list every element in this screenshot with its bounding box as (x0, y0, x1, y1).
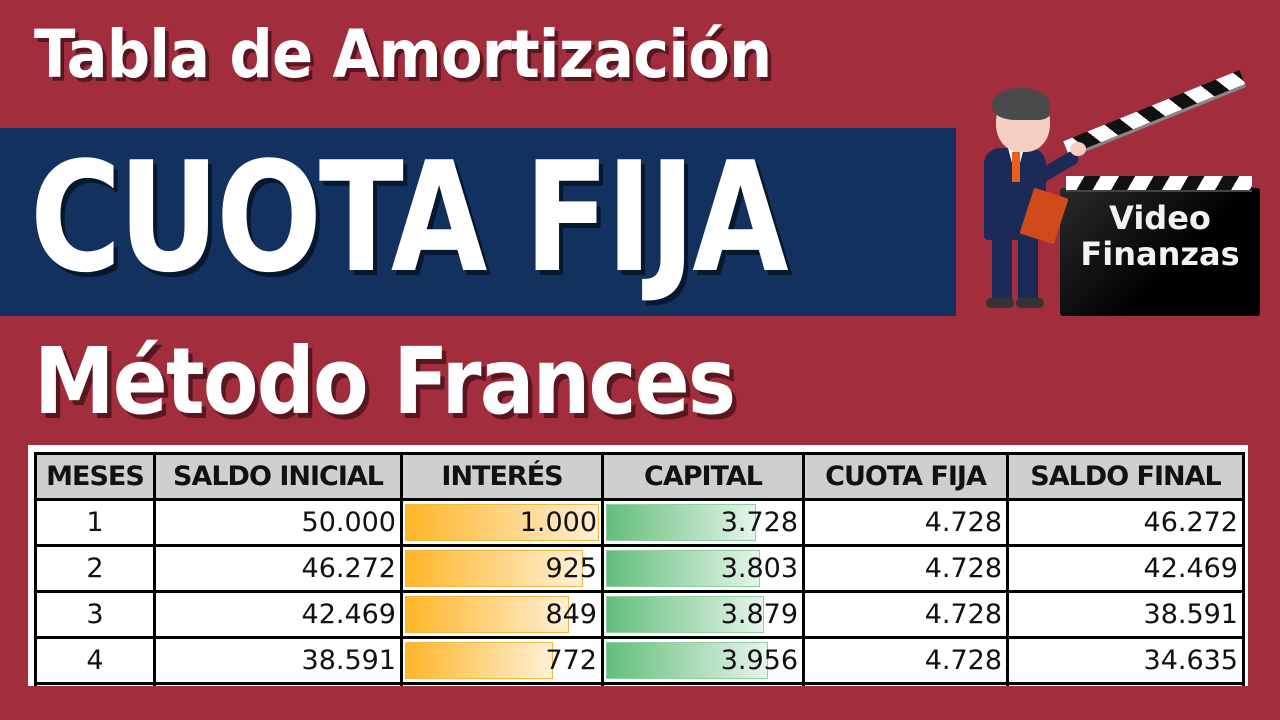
cell-capital: 3.879 (601, 590, 805, 639)
cell-capital: 3.956 (601, 636, 805, 685)
cell-interes: 925 (400, 544, 604, 593)
cell-mes: 3 (34, 590, 156, 639)
headline-banner: CUOTA FIJA (30, 129, 789, 306)
interest-data-bar (405, 550, 584, 587)
presenter-leg-icon (1018, 236, 1038, 302)
cell-cuota-fija: 4.728 (802, 636, 1009, 685)
cell-mes: 1 (34, 498, 156, 547)
title-banner (0, 128, 956, 316)
headline-bottom: Método Frances (34, 328, 736, 435)
cell-cuota-fija: 4.728 (802, 544, 1009, 593)
amortization-table: MESES SALDO INICIAL INTERÉS CAPITAL CUOT… (34, 452, 1245, 720)
clapperboard-arm-icon (1063, 70, 1247, 158)
cell-saldo-final: 46.272 (1006, 498, 1245, 547)
cell-saldo-final: 42.469 (1006, 544, 1245, 593)
cell-interes: 772 (400, 636, 604, 685)
interest-data-bar (405, 642, 554, 679)
cell-mes: 4 (34, 636, 156, 685)
column-header-meses: MESES (34, 452, 156, 501)
column-header-capital: CAPITAL (601, 452, 805, 501)
capital-data-bar (606, 642, 769, 679)
cell-saldo-inicial: 42.469 (153, 590, 403, 639)
table-header-row: MESES SALDO INICIAL INTERÉS CAPITAL CUOT… (34, 452, 1245, 501)
cell-saldo-final: 34.635 (1006, 636, 1245, 685)
table-row: 3 42.469 849 3.879 4.728 38.591 (34, 590, 1245, 639)
column-header-saldo-inicial: SALDO INICIAL (153, 452, 403, 501)
cell-saldo-inicial: 38.591 (153, 636, 403, 685)
cell-saldo-inicial: 50.000 (153, 498, 403, 547)
presenter-tie-icon (1012, 152, 1020, 182)
capital-data-bar (606, 596, 765, 633)
cell-capital: 3.803 (601, 544, 805, 593)
cell-capital: 3.728 (601, 498, 805, 547)
column-header-cuota-fija: CUOTA FIJA (802, 452, 1009, 501)
clapperboard-icon (1060, 188, 1260, 316)
presenter-hand-icon (1070, 142, 1086, 156)
headline-top: Tabla de Amortización (34, 16, 772, 93)
video-finanzas-badge: Video Finanzas (970, 70, 1270, 318)
badge-label: Video Finanzas (1066, 200, 1254, 272)
cell-saldo-inicial: 46.272 (153, 544, 403, 593)
cell-interes: 849 (400, 590, 604, 639)
clapperboard-stripe (1066, 176, 1252, 192)
capital-data-bar (606, 550, 761, 587)
capital-data-bar (606, 504, 757, 541)
table-row: 1 50.000 1.000 3.728 4.728 46.272 (34, 498, 1245, 547)
cell-mes: 2 (34, 544, 156, 593)
cell-interes: 1.000 (400, 498, 604, 547)
bottom-edge (0, 686, 1280, 720)
column-header-saldo-final: SALDO FINAL (1006, 452, 1245, 501)
presenter-shoe-icon (1016, 298, 1044, 308)
badge-line-1: Video (1109, 199, 1211, 237)
table-row: 2 46.272 925 3.803 4.728 42.469 (34, 544, 1245, 593)
interest-data-bar (405, 504, 599, 541)
cell-cuota-fija: 4.728 (802, 498, 1009, 547)
badge-line-2: Finanzas (1080, 235, 1240, 273)
cell-saldo-final: 38.591 (1006, 590, 1245, 639)
presenter-shoe-icon (986, 298, 1014, 308)
table-row: 4 38.591 772 3.956 4.728 34.635 (34, 636, 1245, 685)
interest-data-bar (405, 596, 570, 633)
column-header-interes: INTERÉS (400, 452, 604, 501)
presenter-leg-icon (992, 236, 1012, 302)
presenter-hair-icon (992, 88, 1050, 120)
cell-cuota-fija: 4.728 (802, 590, 1009, 639)
